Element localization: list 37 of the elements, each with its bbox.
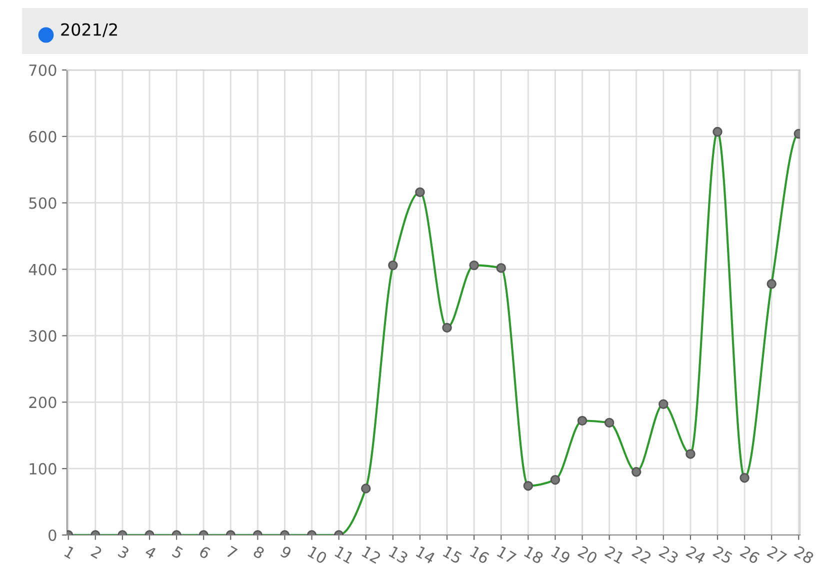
chart-subtitle: 2021/2: [61, 23, 117, 38]
x-tick-label: 28: [794, 546, 814, 564]
x-tick-label: 9: [280, 545, 292, 560]
x-tick-label: 25: [712, 546, 734, 564]
x-tick-label: 5: [172, 546, 184, 560]
x-tick-label: 24: [686, 546, 706, 564]
y-tick-label: 300: [29, 330, 56, 342]
y-tick-label: 700: [29, 64, 56, 76]
x-tick-label: 19: [550, 546, 571, 564]
x-tick-label: 3: [118, 546, 130, 560]
x-tick-label: 2: [90, 546, 102, 559]
x-tick-label: 18: [524, 546, 544, 564]
x-tick-label: 21: [604, 546, 625, 564]
y-tick-label: 100: [30, 463, 56, 475]
x-tick-label: 11: [334, 546, 354, 564]
x-tick-label: 16: [470, 546, 490, 564]
y-tick-label: 500: [29, 197, 56, 209]
y-tick-label: 0: [48, 529, 56, 542]
x-tick-label: 22: [632, 546, 652, 564]
x-tick-label: 12: [362, 546, 382, 564]
x-tick-label: 26: [740, 546, 760, 564]
x-tick-label: 23: [658, 546, 680, 564]
y-tick-label: 400: [28, 264, 56, 276]
y-tick-label: 600: [29, 130, 56, 142]
y-tick-label: 200: [29, 396, 56, 408]
x-tick-label: 20: [577, 546, 598, 564]
x-tick-label: 17: [496, 546, 517, 564]
x-tick-label: 15: [442, 546, 462, 564]
x-tick-label: 13: [388, 546, 409, 564]
x-tick-label: 27: [766, 546, 788, 564]
x-tick-label: 14: [416, 546, 436, 564]
x-tick-label: 8: [252, 545, 266, 560]
x-tick-label: 1: [64, 546, 76, 559]
x-tick-label: 4: [144, 546, 157, 560]
x-tick-label: 7: [226, 546, 238, 559]
x-tick-label: 6: [198, 545, 212, 560]
x-tick-label: 10: [307, 546, 328, 564]
